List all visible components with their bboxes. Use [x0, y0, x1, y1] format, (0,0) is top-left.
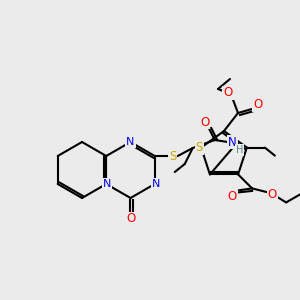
Text: S: S — [169, 149, 176, 163]
Text: N: N — [103, 179, 111, 189]
Text: N: N — [228, 136, 237, 148]
Text: O: O — [254, 98, 262, 112]
Text: O: O — [224, 86, 232, 100]
Text: H: H — [236, 145, 243, 155]
Text: N: N — [126, 137, 135, 147]
Text: O: O — [227, 190, 237, 203]
Text: O: O — [200, 116, 209, 128]
Text: O: O — [268, 188, 277, 201]
Text: S: S — [196, 141, 203, 154]
Text: N: N — [152, 179, 160, 189]
Text: O: O — [127, 212, 136, 226]
